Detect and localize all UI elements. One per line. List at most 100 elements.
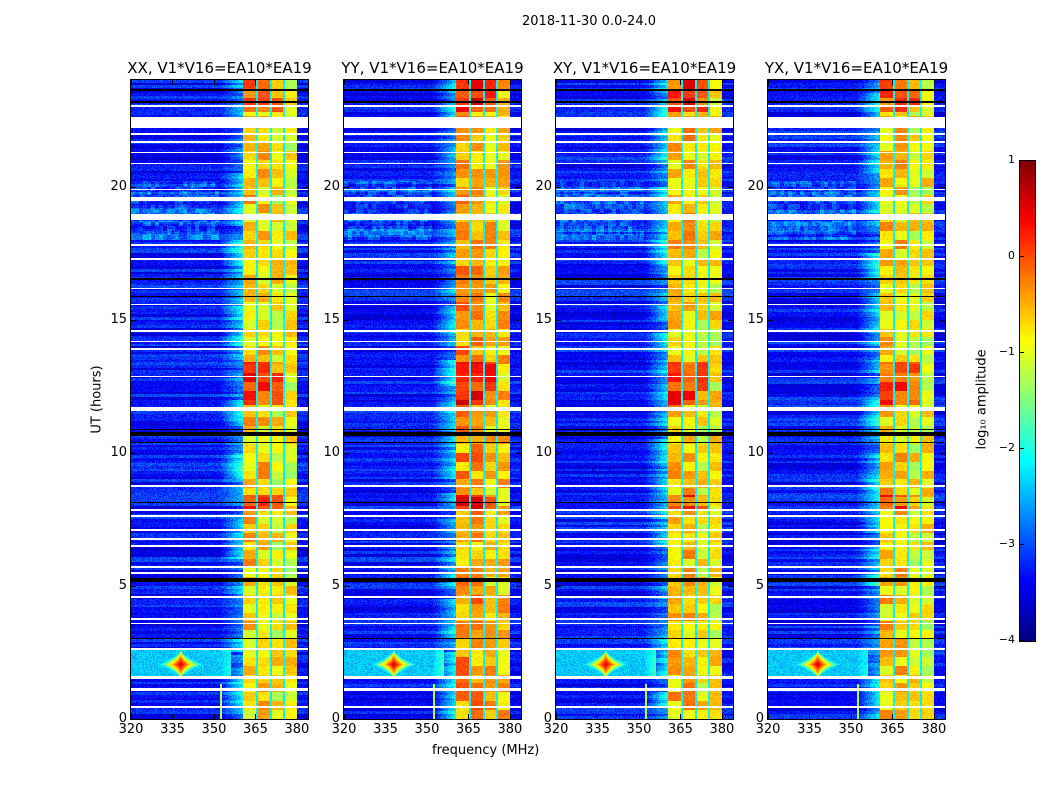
x-tick-mark [296,80,298,85]
y-tick-label: 5 [543,577,552,593]
x-tick-mark [638,714,640,719]
x-tick-label: 350 [626,722,652,737]
x-tick-mark [296,714,298,719]
x-tick-mark [255,80,257,85]
x-tick-label: 320 [755,722,781,737]
panel-title: XX, V1*V16=EA10*EA19 [127,59,312,77]
x-tick-mark [809,80,811,85]
x-tick-label: 380 [709,722,735,737]
x-tick-mark [556,80,557,85]
colorbar-tick-label: −1 [998,345,1015,358]
colorbar-tick-mark [1020,256,1024,257]
x-tick-mark [344,714,345,719]
y-tick-label: 10 [110,444,127,460]
x-tick-label: 335 [160,722,185,737]
x-tick-mark [892,714,894,719]
y-tick-mark [556,719,561,720]
x-tick-mark [385,80,387,85]
y-tick-mark [940,719,945,720]
x-tick-mark [721,80,723,85]
y-tick-mark [768,585,773,587]
x-tick-mark [255,714,257,719]
x-tick-label: 380 [921,722,947,737]
y-tick-mark [131,719,136,720]
y-tick-mark [768,186,773,188]
x-tick-mark [850,714,852,719]
x-tick-label: 335 [797,722,822,737]
spectrogram-heatmap [131,80,308,719]
y-tick-label: 15 [535,311,552,327]
y-tick-label: 15 [110,311,127,327]
x-tick-mark [426,80,428,85]
x-tick-mark [768,714,769,719]
y-tick-mark [131,585,136,587]
y-tick-mark [728,585,733,587]
y-tick-mark [303,585,308,587]
x-tick-mark [213,80,215,85]
colorbar-tick-mark [1020,160,1024,161]
x-tick-mark [638,80,640,85]
y-tick-label: 5 [331,577,340,593]
spectrogram-panel-4 [767,79,946,720]
x-tick-mark [509,714,511,719]
y-tick-mark [344,719,349,720]
x-tick-label: 350 [414,722,440,737]
colorbar [1019,160,1036,642]
spectrogram-panel-2 [343,79,522,720]
spectrogram-heatmap [768,80,945,719]
x-tick-mark [385,714,387,719]
y-tick-label: 20 [535,178,552,194]
y-tick-label: 5 [755,577,764,593]
y-tick-mark [556,319,561,321]
y-tick-label: 20 [110,178,127,194]
y-tick-mark [728,452,733,454]
y-tick-mark [131,452,136,454]
x-tick-mark [768,80,769,85]
y-tick-mark [940,585,945,587]
x-tick-mark [213,714,215,719]
figure-suptitle: 2018-11-30 0.0-24.0 [522,14,656,29]
y-tick-label: 0 [755,711,764,726]
y-tick-mark [728,719,733,720]
x-tick-label: 380 [497,722,523,737]
y-tick-mark [344,319,349,321]
y-tick-mark [303,319,308,321]
x-tick-label: 365 [456,722,481,737]
y-tick-label: 20 [323,178,340,194]
x-tick-mark [344,80,345,85]
x-tick-mark [172,80,174,85]
y-tick-mark [131,319,136,321]
x-tick-mark [556,714,557,719]
x-tick-label: 350 [201,722,227,737]
colorbar-tick-mark [1020,448,1024,449]
y-tick-label: 15 [323,311,340,327]
panel-title: YY, V1*V16=EA10*EA19 [341,59,524,77]
x-tick-mark [597,80,599,85]
x-tick-label: 320 [118,722,144,737]
x-axis-label: frequency (MHz) [432,743,540,758]
x-tick-mark [721,714,723,719]
colorbar-tick-mark [1020,640,1024,641]
x-tick-mark [809,714,811,719]
colorbar-tick-label: −3 [998,537,1015,550]
y-tick-label: 10 [535,444,552,460]
x-tick-mark [850,80,852,85]
x-tick-mark [933,714,935,719]
y-tick-label: 10 [747,444,764,460]
colorbar-tick-mark [1020,544,1024,545]
colorbar-tick-label: −2 [998,441,1015,454]
y-tick-mark [768,719,773,720]
x-tick-label: 365 [668,722,693,737]
y-tick-label: 15 [747,311,764,327]
x-tick-label: 365 [880,722,905,737]
y-tick-mark [556,585,561,587]
spectrogram-heatmap [344,80,521,719]
y-tick-mark [344,452,349,454]
spectrogram-panel-1 [130,79,309,720]
y-tick-mark [344,585,349,587]
y-tick-mark [303,719,308,720]
y-tick-mark [940,186,945,188]
colorbar-tick-label: 1 [1008,153,1015,166]
x-tick-mark [426,714,428,719]
colorbar-label: log₁₀ amplitude [974,349,990,450]
